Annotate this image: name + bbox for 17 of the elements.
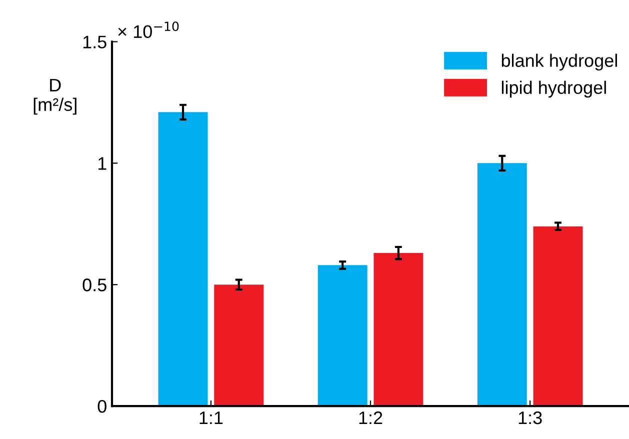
- y-tick-label: 1.5: [83, 36, 106, 48]
- x-tick-label: 1:3: [518, 411, 542, 424]
- y-tick-label: 0.5: [82, 278, 106, 292]
- y-tick-label: 0: [98, 400, 106, 413]
- y-axis-title: D [m²/s]: [34, 78, 76, 115]
- bar: [374, 253, 424, 406]
- bar: [158, 112, 208, 406]
- bar: [533, 226, 583, 406]
- bar: [318, 265, 368, 406]
- text: × 10$^{−10}$: [118, 22, 179, 38]
- y-tick-label: 1: [98, 157, 106, 170]
- x-tick-label: 1:2: [359, 411, 382, 424]
- bar: [477, 163, 527, 406]
- legend-label: lipid hydrogel: [502, 80, 606, 98]
- bar: [214, 284, 264, 406]
- x-tick-label: 1:1: [200, 412, 223, 424]
- legend-label: blank hydrogel: [502, 54, 617, 71]
